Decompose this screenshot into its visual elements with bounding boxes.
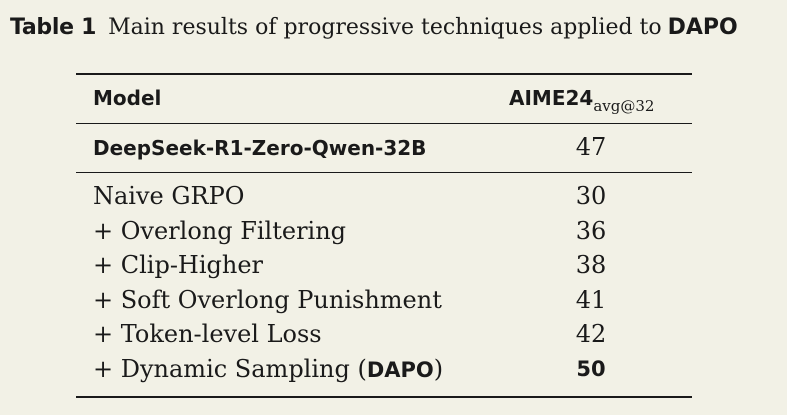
- method-text: + Dynamic Sampling (: [93, 355, 367, 383]
- table-row-method: + Overlong Filtering: [93, 217, 347, 245]
- table-row-value: 38: [575, 251, 607, 279]
- caption-highlight: DAPO: [667, 15, 738, 40]
- header-rule: [76, 123, 692, 124]
- table-caption: Table 1 Main results of progressive tech…: [10, 12, 738, 43]
- table-row-value: 30: [575, 182, 607, 210]
- table-row-value: 41: [575, 286, 607, 314]
- baseline-value: 47: [575, 133, 607, 161]
- section-rule: [76, 172, 692, 173]
- table-row-method-dapo: + Dynamic Sampling (DAPO): [93, 355, 443, 383]
- table-row-value: 42: [575, 320, 607, 348]
- table-row-method: + Soft Overlong Punishment: [93, 286, 442, 314]
- top-rule: [76, 73, 692, 75]
- table-row-method: + Token-level Loss: [93, 320, 322, 348]
- header-metric-label: AIME24: [509, 86, 594, 110]
- header-metric-subscript: avg@32: [593, 97, 655, 115]
- table-row-method: Naive GRPO: [93, 182, 245, 210]
- header-model: Model: [93, 86, 162, 110]
- baseline-model: DeepSeek-R1-Zero-Qwen-32B: [93, 136, 427, 160]
- method-text-end: ): [433, 355, 444, 383]
- table-row-value-best: 50: [576, 357, 606, 381]
- table-row-method: + Clip-Higher: [93, 251, 264, 279]
- header-metric: AIME24avg@32: [509, 86, 654, 115]
- table-row-value: 36: [575, 217, 607, 245]
- method-highlight: DAPO: [366, 358, 434, 382]
- bottom-rule: [76, 396, 692, 398]
- caption-text: Main results of progressive techniques a…: [108, 15, 662, 40]
- caption-label: Table 1: [10, 15, 97, 40]
